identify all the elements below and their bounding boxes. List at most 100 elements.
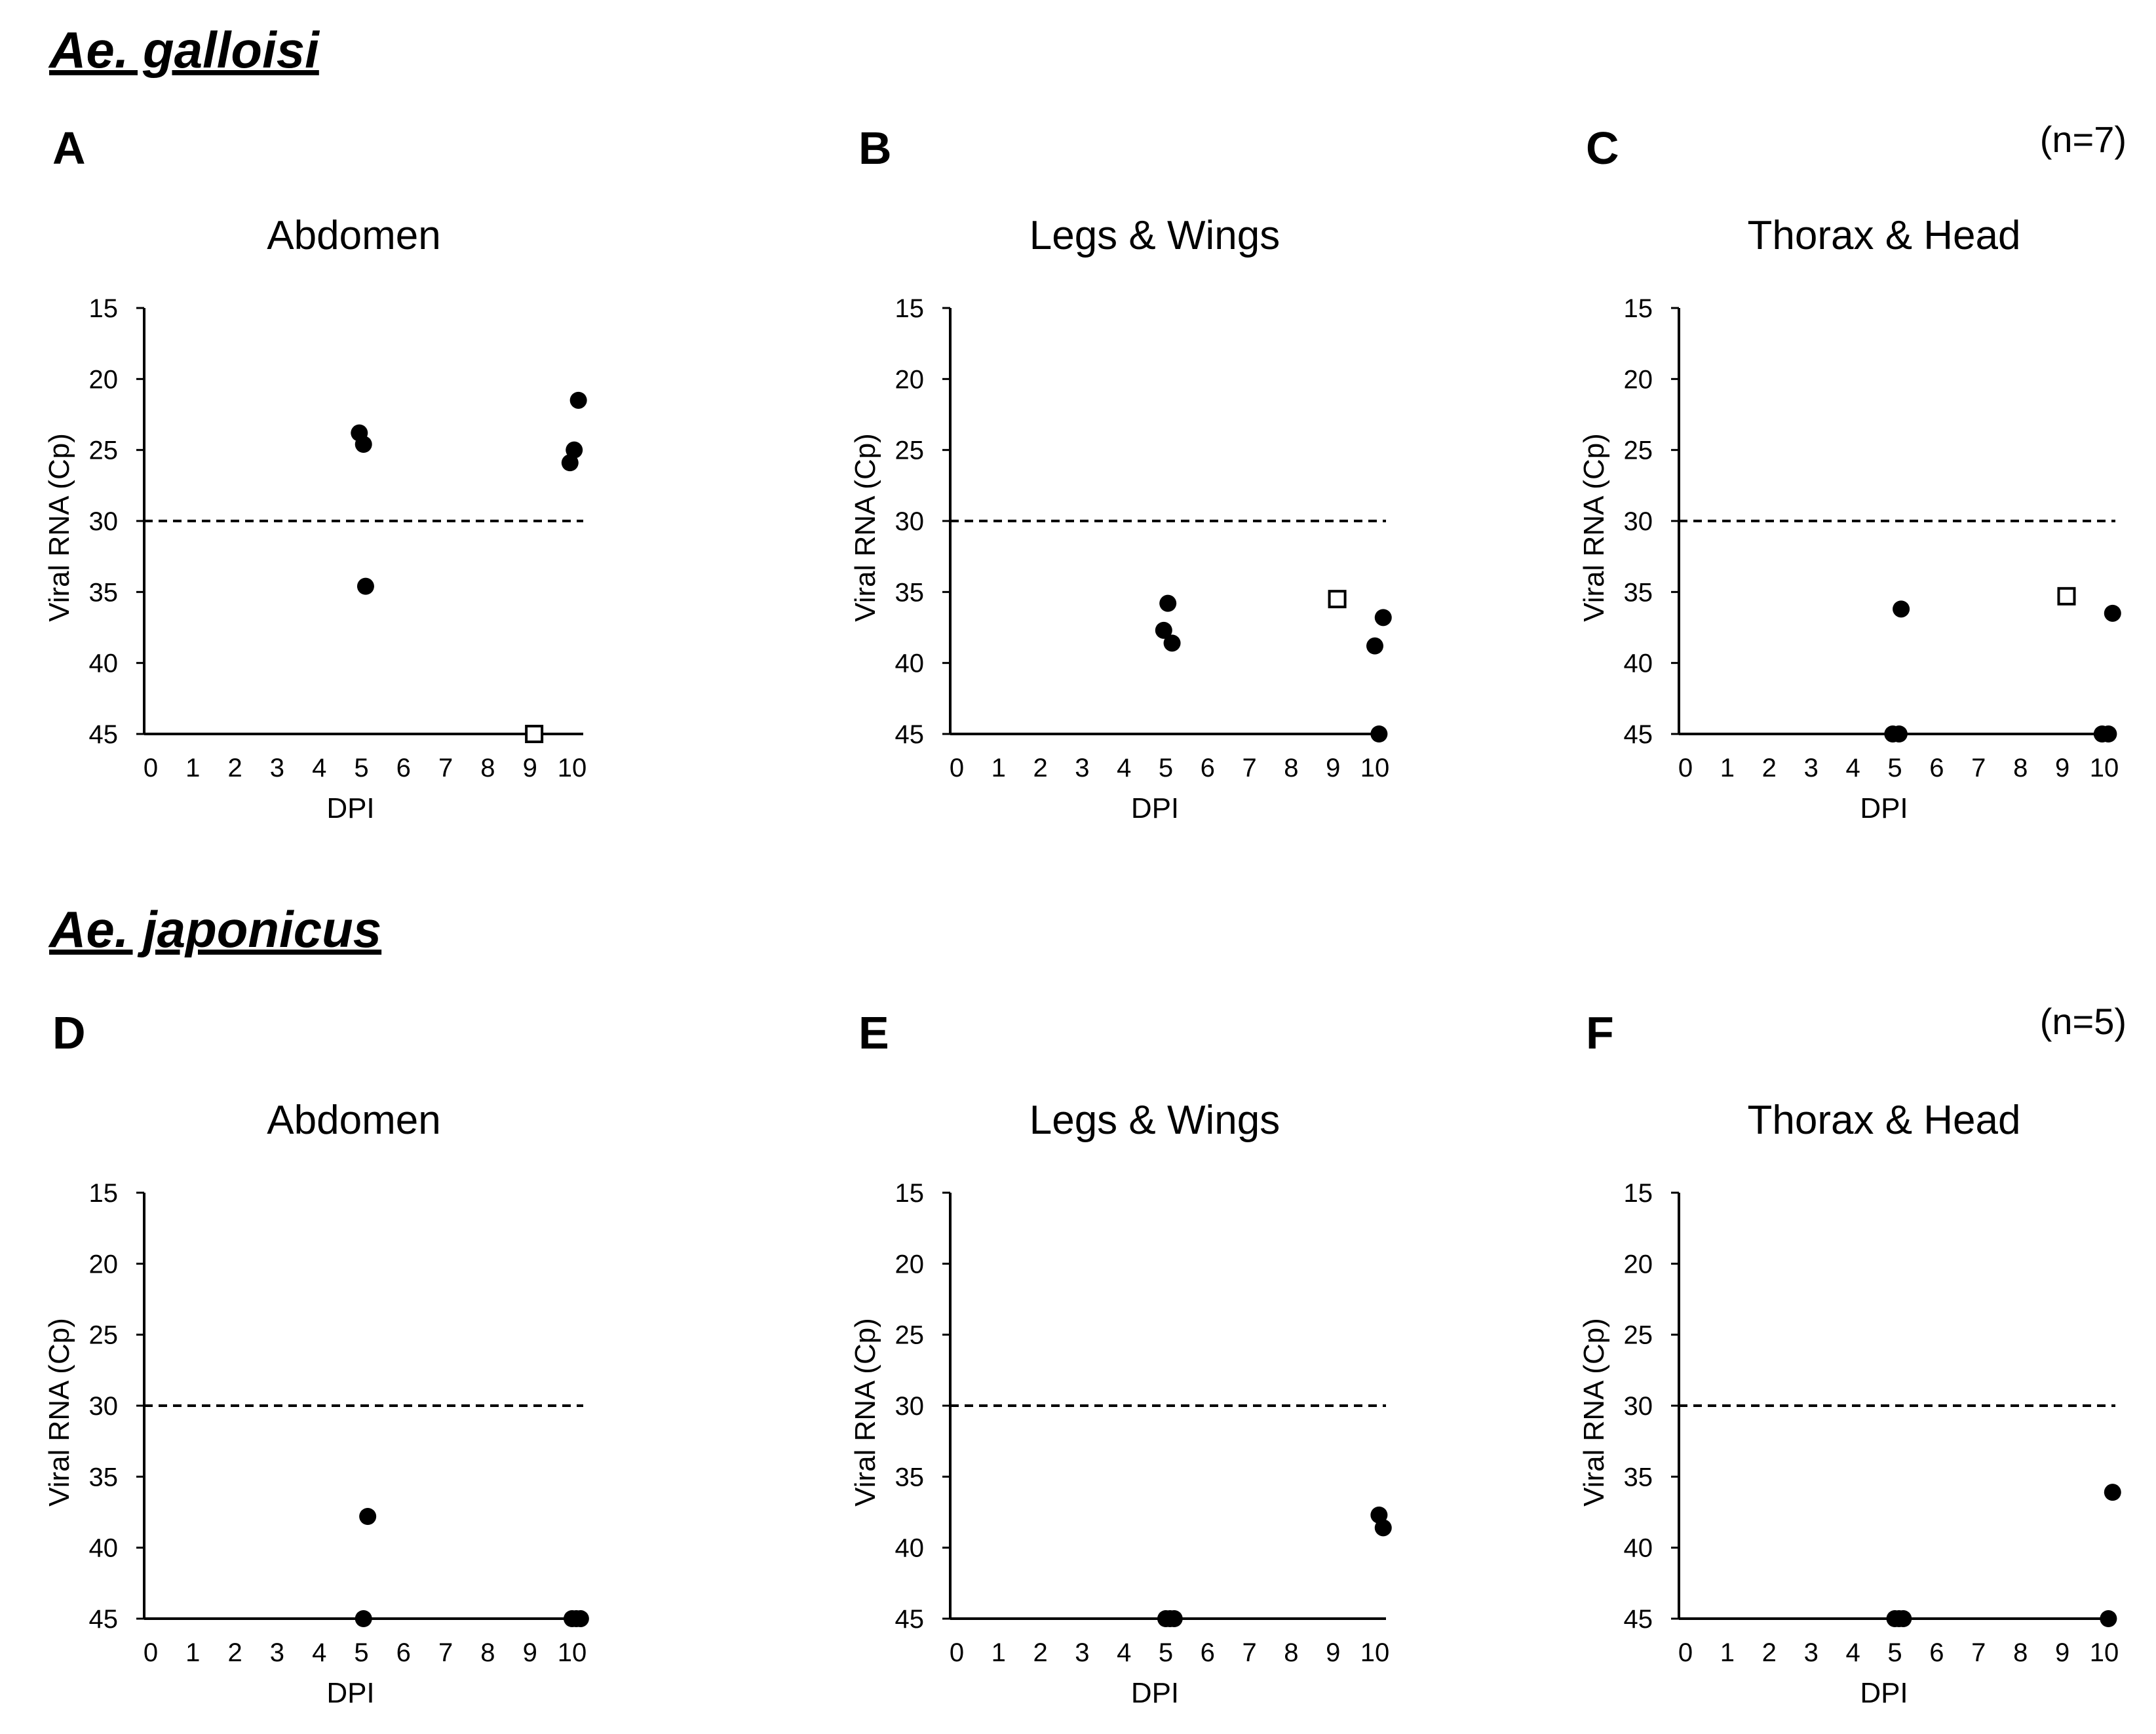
panel-a-point-circle bbox=[566, 441, 583, 459]
panel-d-point-circle bbox=[571, 1610, 589, 1627]
panel-d-y-tick-label: 30 bbox=[89, 1392, 119, 1421]
panel-d-x-tick-label: 7 bbox=[438, 1638, 453, 1667]
sample-size-galloisi: (n=7) bbox=[2040, 119, 2127, 160]
panel-e-x-tick-label: 1 bbox=[991, 1638, 1006, 1667]
panel-a-y-tick-label: 45 bbox=[89, 720, 119, 749]
panel-e-x-tick-label: 7 bbox=[1242, 1638, 1256, 1667]
panel-b-x-tick-label: 4 bbox=[1117, 754, 1131, 782]
panel-c-y-tick-label: 20 bbox=[1624, 365, 1653, 394]
panel-b-point-circle bbox=[1163, 634, 1181, 652]
panel-a-x-tick-label: 9 bbox=[523, 754, 537, 782]
panel-f-x-tick-label: 10 bbox=[2090, 1638, 2119, 1667]
panel-c-y-tick-label: 15 bbox=[1624, 294, 1653, 323]
panel-f-letter: F bbox=[1586, 1007, 1614, 1058]
panel-a-x-tick-label: 6 bbox=[396, 754, 411, 782]
panel-c-point-circle bbox=[1890, 725, 1908, 742]
panel-a-x-tick-label: 0 bbox=[144, 754, 158, 782]
panel-e-y-tick-label: 35 bbox=[895, 1463, 925, 1492]
panel-e-x-tick-label: 0 bbox=[950, 1638, 964, 1667]
panel-f-x-tick-label: 8 bbox=[2013, 1638, 2028, 1667]
panel-c-x-axis-label: DPI bbox=[1860, 792, 1908, 824]
panel-b-x-tick-label: 3 bbox=[1075, 754, 1089, 782]
panel-b-y-tick-label: 40 bbox=[895, 649, 925, 678]
panel-e-letter: E bbox=[858, 1007, 889, 1058]
panel-e-y-tick-label: 30 bbox=[895, 1392, 925, 1421]
panel-b-x-tick-label: 5 bbox=[1159, 754, 1173, 782]
panel-e-y-tick-label: 45 bbox=[895, 1605, 925, 1634]
panel-d-x-tick-label: 10 bbox=[558, 1638, 587, 1667]
panel-e-x-tick-label: 10 bbox=[1360, 1638, 1390, 1667]
panel-c-x-tick-label: 0 bbox=[1678, 754, 1693, 782]
panel-c-x-tick-label: 8 bbox=[2013, 754, 2028, 782]
panel-b-y-tick-label: 20 bbox=[895, 365, 925, 394]
panel-a-x-tick-label: 4 bbox=[312, 754, 326, 782]
panel-e-y-axis-label: Viral RNA (Cp) bbox=[849, 1318, 881, 1507]
panel-c-y-tick-label: 30 bbox=[1624, 507, 1653, 536]
panel-e-y-tick-label: 40 bbox=[895, 1534, 925, 1563]
panel-f-y-tick-label: 40 bbox=[1624, 1534, 1653, 1563]
panel-a-y-tick-label: 25 bbox=[89, 436, 119, 465]
panel-a-x-tick-label: 8 bbox=[480, 754, 495, 782]
panel-a-x-axis-label: DPI bbox=[326, 792, 374, 824]
panel-f-y-tick-label: 25 bbox=[1624, 1321, 1653, 1350]
panel-b-x-tick-label: 7 bbox=[1242, 754, 1256, 782]
panel-c-y-tick-label: 40 bbox=[1624, 649, 1653, 678]
panel-f-x-tick-label: 3 bbox=[1804, 1638, 1819, 1667]
panel-a-x-tick-label: 2 bbox=[227, 754, 242, 782]
panel-f-y-tick-label: 30 bbox=[1624, 1392, 1653, 1421]
panel-c-x-tick-label: 5 bbox=[1887, 754, 1902, 782]
panel-b-letter: B bbox=[858, 123, 892, 174]
panel-b-point-circle bbox=[1155, 621, 1172, 639]
panel-e-y-tick-label: 25 bbox=[895, 1321, 925, 1350]
panel-f-x-tick-label: 1 bbox=[1720, 1638, 1735, 1667]
panel-e-x-tick-label: 5 bbox=[1159, 1638, 1173, 1667]
panel-d-x-tick-label: 3 bbox=[270, 1638, 284, 1667]
panel-a-title: Abdomen bbox=[267, 213, 440, 258]
panel-f-x-axis-label: DPI bbox=[1860, 1677, 1908, 1709]
panel-b-x-tick-label: 8 bbox=[1284, 754, 1298, 782]
panel-d-x-tick-label: 5 bbox=[354, 1638, 368, 1667]
panel-c-point-circle bbox=[2100, 725, 2117, 742]
panel-c-x-tick-label: 2 bbox=[1762, 754, 1777, 782]
panel-c-letter: C bbox=[1586, 123, 1619, 174]
panel-f-y-tick-label: 35 bbox=[1624, 1463, 1653, 1492]
panel-c-x-tick-label: 3 bbox=[1804, 754, 1819, 782]
panel-b-x-axis-label: DPI bbox=[1131, 792, 1179, 824]
panel-b-y-tick-label: 30 bbox=[895, 507, 925, 536]
panel-e-x-tick-label: 2 bbox=[1033, 1638, 1047, 1667]
panel-e-y-tick-label: 15 bbox=[895, 1179, 925, 1208]
panel-b-y-axis-label: Viral RNA (Cp) bbox=[849, 433, 881, 622]
panel-d-x-tick-label: 2 bbox=[227, 1638, 242, 1667]
panel-b-y-tick-label: 45 bbox=[895, 720, 925, 749]
panel-d-x-tick-label: 4 bbox=[312, 1638, 326, 1667]
panel-b-point-circle bbox=[1370, 725, 1388, 742]
panel-d-x-axis-label: DPI bbox=[326, 1677, 374, 1709]
panel-a-letter: A bbox=[52, 123, 86, 174]
panel-e-point-circle bbox=[1374, 1519, 1392, 1537]
panel-d-y-axis-label: Viral RNA (Cp) bbox=[43, 1318, 75, 1507]
species-heading-japonicus: Ae. japonicus bbox=[48, 900, 381, 958]
panel-c-y-axis-label: Viral RNA (Cp) bbox=[1578, 433, 1610, 622]
panel-e-x-tick-label: 8 bbox=[1284, 1638, 1298, 1667]
panel-e-y-tick-label: 20 bbox=[895, 1250, 925, 1279]
panel-a-point-square bbox=[525, 725, 544, 743]
panel-a-x-tick-label: 7 bbox=[438, 754, 453, 782]
panel-f-x-tick-label: 6 bbox=[1929, 1638, 1944, 1667]
panel-c-point-circle bbox=[2104, 604, 2121, 622]
panel-d-y-tick-label: 25 bbox=[89, 1321, 119, 1350]
panel-e-x-axis-label: DPI bbox=[1131, 1677, 1179, 1709]
panel-a-point-circle bbox=[569, 391, 587, 409]
panel-d-x-tick-label: 6 bbox=[396, 1638, 411, 1667]
panel-f-x-tick-label: 7 bbox=[1971, 1638, 1986, 1667]
panel-f-point-circle bbox=[1895, 1610, 1912, 1627]
panel-a-point-circle bbox=[355, 436, 372, 453]
panel-f-x-tick-label: 4 bbox=[1845, 1638, 1860, 1667]
panel-d-y-tick-label: 20 bbox=[89, 1250, 119, 1279]
panel-f-x-tick-label: 0 bbox=[1678, 1638, 1693, 1667]
panel-d-x-tick-label: 0 bbox=[144, 1638, 158, 1667]
panel-d-x-tick-label: 9 bbox=[523, 1638, 537, 1667]
